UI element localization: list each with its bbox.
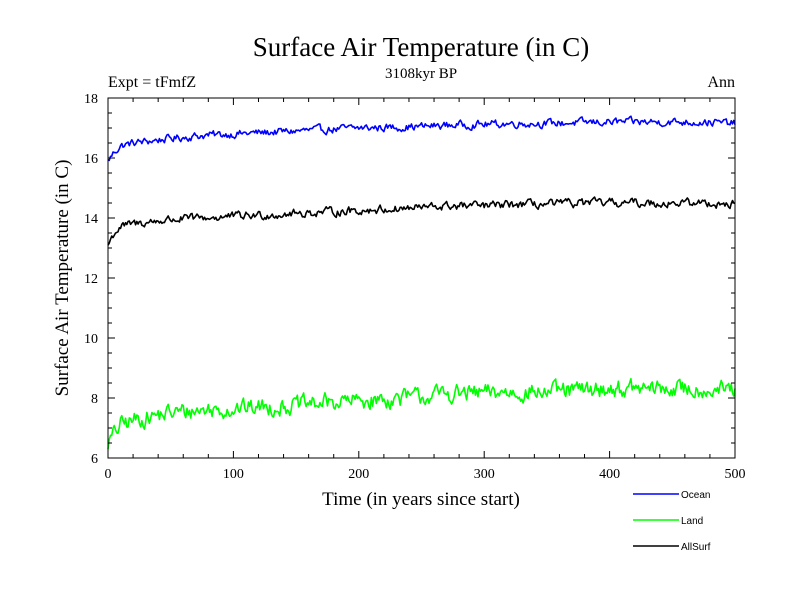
series-line-land [107,377,736,450]
chart-title: Surface Air Temperature (in C) [253,32,590,62]
experiment-label: Expt = tFmfZ [108,74,196,91]
y-tick-label: 6 [91,452,98,467]
y-tick-label: 12 [84,272,98,287]
legend: Ocean Land AllSurf [633,490,711,553]
y-tick-label: 8 [91,392,98,407]
y-tick-label: 18 [84,92,98,107]
ticks-layer: 0 100 200 300 400 500 6 8 10 12 14 16 18 [84,92,746,482]
y-tick-label: 16 [84,152,98,167]
x-axis-label: Time (in years since start) [322,489,520,510]
x-tick-label: 400 [599,467,620,482]
series-line-ocean [107,115,736,162]
plot-frame [107,97,736,459]
x-tick-label: 200 [348,467,369,482]
legend-label-allsurf: AllSurf [681,542,711,553]
x-tick-label: 300 [474,467,495,482]
series-layer [107,115,736,450]
y-tick-label: 10 [84,332,98,347]
chart-subtitle: 3108kyr BP [385,66,457,82]
y-tick-label: 14 [84,212,98,227]
x-tick-label: 100 [223,467,244,482]
x-tick-label: 0 [105,467,112,482]
legend-label-ocean: Ocean [681,490,710,501]
x-tick-label: 500 [725,467,746,482]
y-axis-label: Surface Air Temperature (in C) [52,160,73,397]
season-label: Ann [707,74,735,91]
legend-label-land: Land [681,516,703,527]
series-line-allsurf [107,196,736,246]
